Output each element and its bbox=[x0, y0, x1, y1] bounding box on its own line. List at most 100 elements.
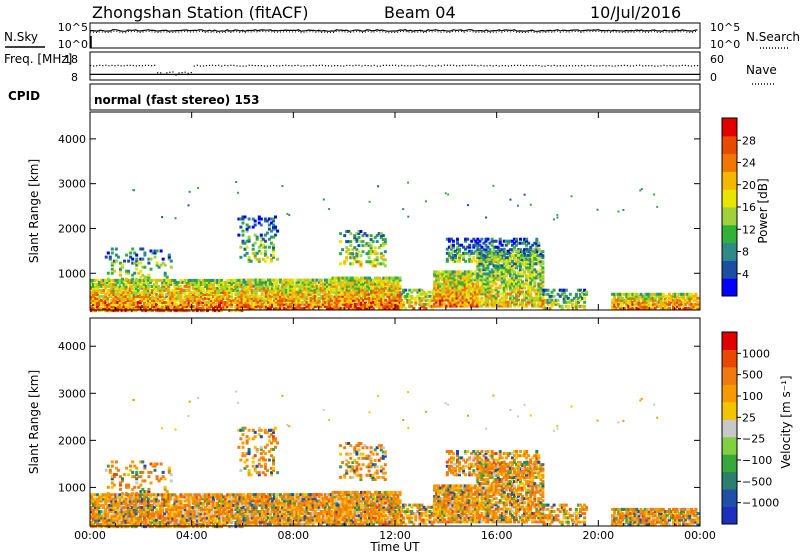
power-cell bbox=[135, 263, 139, 267]
power-cell bbox=[400, 306, 404, 310]
power-cell bbox=[307, 292, 311, 296]
power-cell bbox=[570, 304, 574, 308]
power-cell bbox=[283, 302, 287, 306]
power-cell bbox=[220, 299, 224, 302]
velocity-cell bbox=[130, 516, 134, 520]
power-cell bbox=[378, 284, 382, 288]
power-cell bbox=[281, 304, 285, 308]
nave-point bbox=[483, 65, 485, 67]
power-cell bbox=[539, 282, 543, 286]
power-cell bbox=[469, 300, 473, 304]
power-cell bbox=[161, 261, 165, 265]
power-cell bbox=[254, 294, 258, 298]
nave-point bbox=[681, 64, 683, 66]
power-cell bbox=[355, 232, 359, 236]
power-cell bbox=[173, 280, 177, 284]
power-cell bbox=[155, 295, 159, 298]
power-cell bbox=[478, 292, 482, 296]
power-cell bbox=[241, 229, 245, 233]
velocity-cell bbox=[142, 525, 146, 529]
power-cell bbox=[98, 301, 102, 304]
power-cell bbox=[453, 304, 457, 308]
power-cell bbox=[301, 288, 305, 292]
power-cell bbox=[649, 306, 653, 310]
velocity-cell bbox=[149, 495, 152, 499]
power-cell bbox=[210, 305, 213, 309]
power-cell bbox=[670, 298, 673, 302]
power-cell bbox=[226, 295, 230, 298]
power-cell bbox=[149, 288, 152, 292]
power-cell bbox=[374, 302, 378, 306]
power-cell bbox=[238, 293, 242, 296]
power-cell bbox=[228, 286, 232, 290]
velocity-cell bbox=[163, 497, 167, 501]
power-cell bbox=[191, 284, 195, 288]
power-cell bbox=[246, 300, 250, 304]
velocity-cell bbox=[100, 495, 104, 499]
power-cell bbox=[480, 272, 484, 276]
power-cell bbox=[486, 274, 490, 278]
power-cell bbox=[382, 296, 386, 300]
power-cell bbox=[690, 302, 694, 306]
power-cell bbox=[287, 300, 291, 304]
velocity-cell bbox=[98, 525, 102, 529]
power-cell bbox=[372, 290, 376, 294]
velocity-cell bbox=[181, 516, 185, 520]
nave-point bbox=[321, 64, 323, 66]
power-cell bbox=[357, 300, 361, 304]
power-cell bbox=[627, 306, 631, 310]
velocity-cell bbox=[153, 520, 156, 524]
power-cell bbox=[197, 288, 201, 292]
power-cell bbox=[529, 264, 533, 268]
nave-point bbox=[352, 65, 354, 67]
power-cell bbox=[315, 300, 319, 304]
power-cell bbox=[201, 299, 205, 302]
power-cell bbox=[238, 295, 242, 298]
power-cell bbox=[252, 296, 256, 300]
power-cell bbox=[445, 304, 449, 308]
power-cell bbox=[433, 270, 437, 274]
power-cell bbox=[546, 288, 550, 292]
power-cell bbox=[504, 259, 508, 263]
power-cell bbox=[283, 298, 287, 302]
nave-point bbox=[468, 64, 470, 66]
power-cell bbox=[574, 292, 578, 296]
power-cell bbox=[474, 243, 478, 247]
power-cell bbox=[96, 286, 100, 290]
power-cell bbox=[531, 268, 535, 272]
power-cell bbox=[187, 204, 190, 207]
power-cell bbox=[355, 260, 359, 264]
power-cell bbox=[515, 239, 518, 243]
velocity-cell bbox=[106, 503, 110, 507]
nave-point bbox=[108, 65, 110, 67]
velocity-cell bbox=[116, 512, 120, 516]
power-cell bbox=[678, 298, 682, 302]
power-cell bbox=[230, 295, 234, 298]
power-cell bbox=[410, 296, 414, 300]
power-cell bbox=[116, 301, 120, 304]
power-cell bbox=[283, 296, 287, 300]
power-cell bbox=[437, 282, 441, 286]
power-cell bbox=[510, 239, 514, 243]
power-cell bbox=[653, 302, 657, 306]
power-cell bbox=[661, 302, 665, 306]
power-cell bbox=[108, 257, 112, 261]
power-cell bbox=[297, 302, 301, 306]
power-cell bbox=[337, 304, 341, 308]
velocity-cell bbox=[124, 506, 128, 509]
power-cell bbox=[390, 288, 394, 292]
power-cell bbox=[529, 282, 533, 286]
nave-point bbox=[169, 71, 171, 73]
nave-point bbox=[465, 64, 467, 67]
velocity-cell bbox=[171, 522, 175, 526]
power-cell bbox=[216, 282, 220, 286]
power-cell bbox=[136, 301, 140, 304]
velocity-cell bbox=[110, 510, 114, 514]
power-cell bbox=[355, 276, 359, 280]
power-cell bbox=[435, 280, 439, 284]
power-cell bbox=[119, 267, 122, 271]
velocity-cell bbox=[161, 501, 165, 505]
power-cell bbox=[498, 255, 502, 259]
power-cell bbox=[468, 243, 472, 247]
velocity-cell bbox=[161, 493, 165, 497]
